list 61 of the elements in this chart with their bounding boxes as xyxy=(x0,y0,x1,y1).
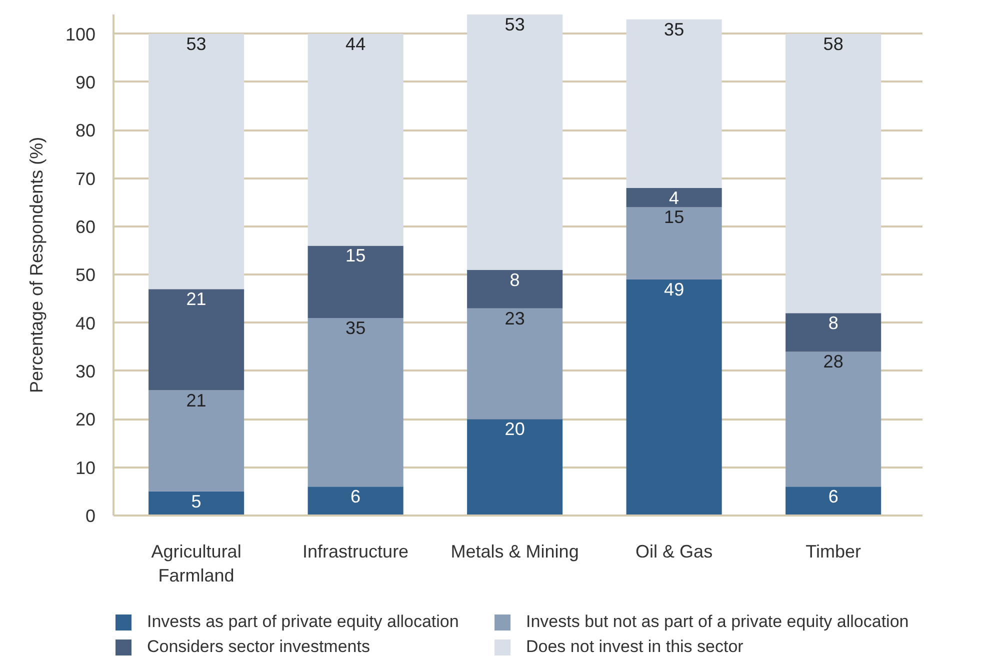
data-label: 6 xyxy=(828,486,838,507)
bar xyxy=(148,34,244,290)
data-label: 15 xyxy=(664,207,684,228)
bar xyxy=(467,270,563,308)
bar xyxy=(626,207,722,280)
bar xyxy=(626,279,722,516)
data-label: 20 xyxy=(504,419,525,440)
bar xyxy=(148,491,244,516)
y-tick-label: 20 xyxy=(75,410,96,430)
bar xyxy=(308,486,404,516)
data-label: 4 xyxy=(669,188,680,208)
y-tick-label: 40 xyxy=(75,313,96,334)
x-tick-label: Timber xyxy=(806,542,861,562)
legend-label: Invests but not as part of a private equity allocation xyxy=(526,612,909,632)
bar xyxy=(626,19,722,188)
bar xyxy=(786,34,882,314)
bar xyxy=(308,246,404,318)
y-tick-label: 0 xyxy=(85,506,96,526)
data-label: 44 xyxy=(346,34,366,54)
bar xyxy=(148,289,244,390)
bar xyxy=(467,308,563,420)
y-tick-label: 10 xyxy=(75,458,96,478)
data-label: 6 xyxy=(350,486,361,507)
data-label: 5 xyxy=(191,491,202,512)
data-label: 21 xyxy=(186,390,206,410)
legend-label: Invests as part of private equity allocation xyxy=(147,612,460,632)
bar xyxy=(786,313,882,352)
data-label: 49 xyxy=(664,279,684,300)
data-label: 53 xyxy=(186,34,206,54)
y-axis-title: Percentage of Respondents (%) xyxy=(26,136,46,394)
bar xyxy=(467,14,563,270)
data-label: 8 xyxy=(510,270,520,290)
data-label: 58 xyxy=(823,34,844,54)
data-label: 28 xyxy=(823,352,844,372)
y-tick-label: 30 xyxy=(75,361,96,382)
data-label: 15 xyxy=(346,246,366,266)
bar xyxy=(786,486,882,516)
legend-label: Does not invest in this sector xyxy=(526,637,744,657)
y-tick-label: 80 xyxy=(75,120,96,141)
y-tick-label: 70 xyxy=(75,168,96,189)
data-label: 8 xyxy=(828,313,838,334)
bar xyxy=(467,419,563,516)
y-tick-label: 90 xyxy=(75,72,96,92)
data-label: 35 xyxy=(664,19,684,40)
bar xyxy=(308,34,404,246)
legend-label: Considers sector investments xyxy=(147,637,371,657)
bar xyxy=(308,318,404,487)
data-label: 21 xyxy=(186,289,206,310)
data-label: 23 xyxy=(504,308,525,328)
x-tick-label: Metals & Mining xyxy=(450,542,579,562)
data-label: 53 xyxy=(504,14,525,34)
x-tick-label: Agricultural Farmland xyxy=(151,542,242,586)
x-tick-label: Oil & Gas xyxy=(636,542,713,562)
x-tick-label: Infrastructure xyxy=(302,542,409,562)
y-tick-label: 60 xyxy=(75,216,96,237)
bar xyxy=(626,188,722,208)
bar xyxy=(786,352,882,487)
y-tick-label: 50 xyxy=(75,265,96,286)
y-tick-label: 100 xyxy=(65,24,96,44)
data-label: 35 xyxy=(346,318,366,338)
bar xyxy=(148,390,244,492)
